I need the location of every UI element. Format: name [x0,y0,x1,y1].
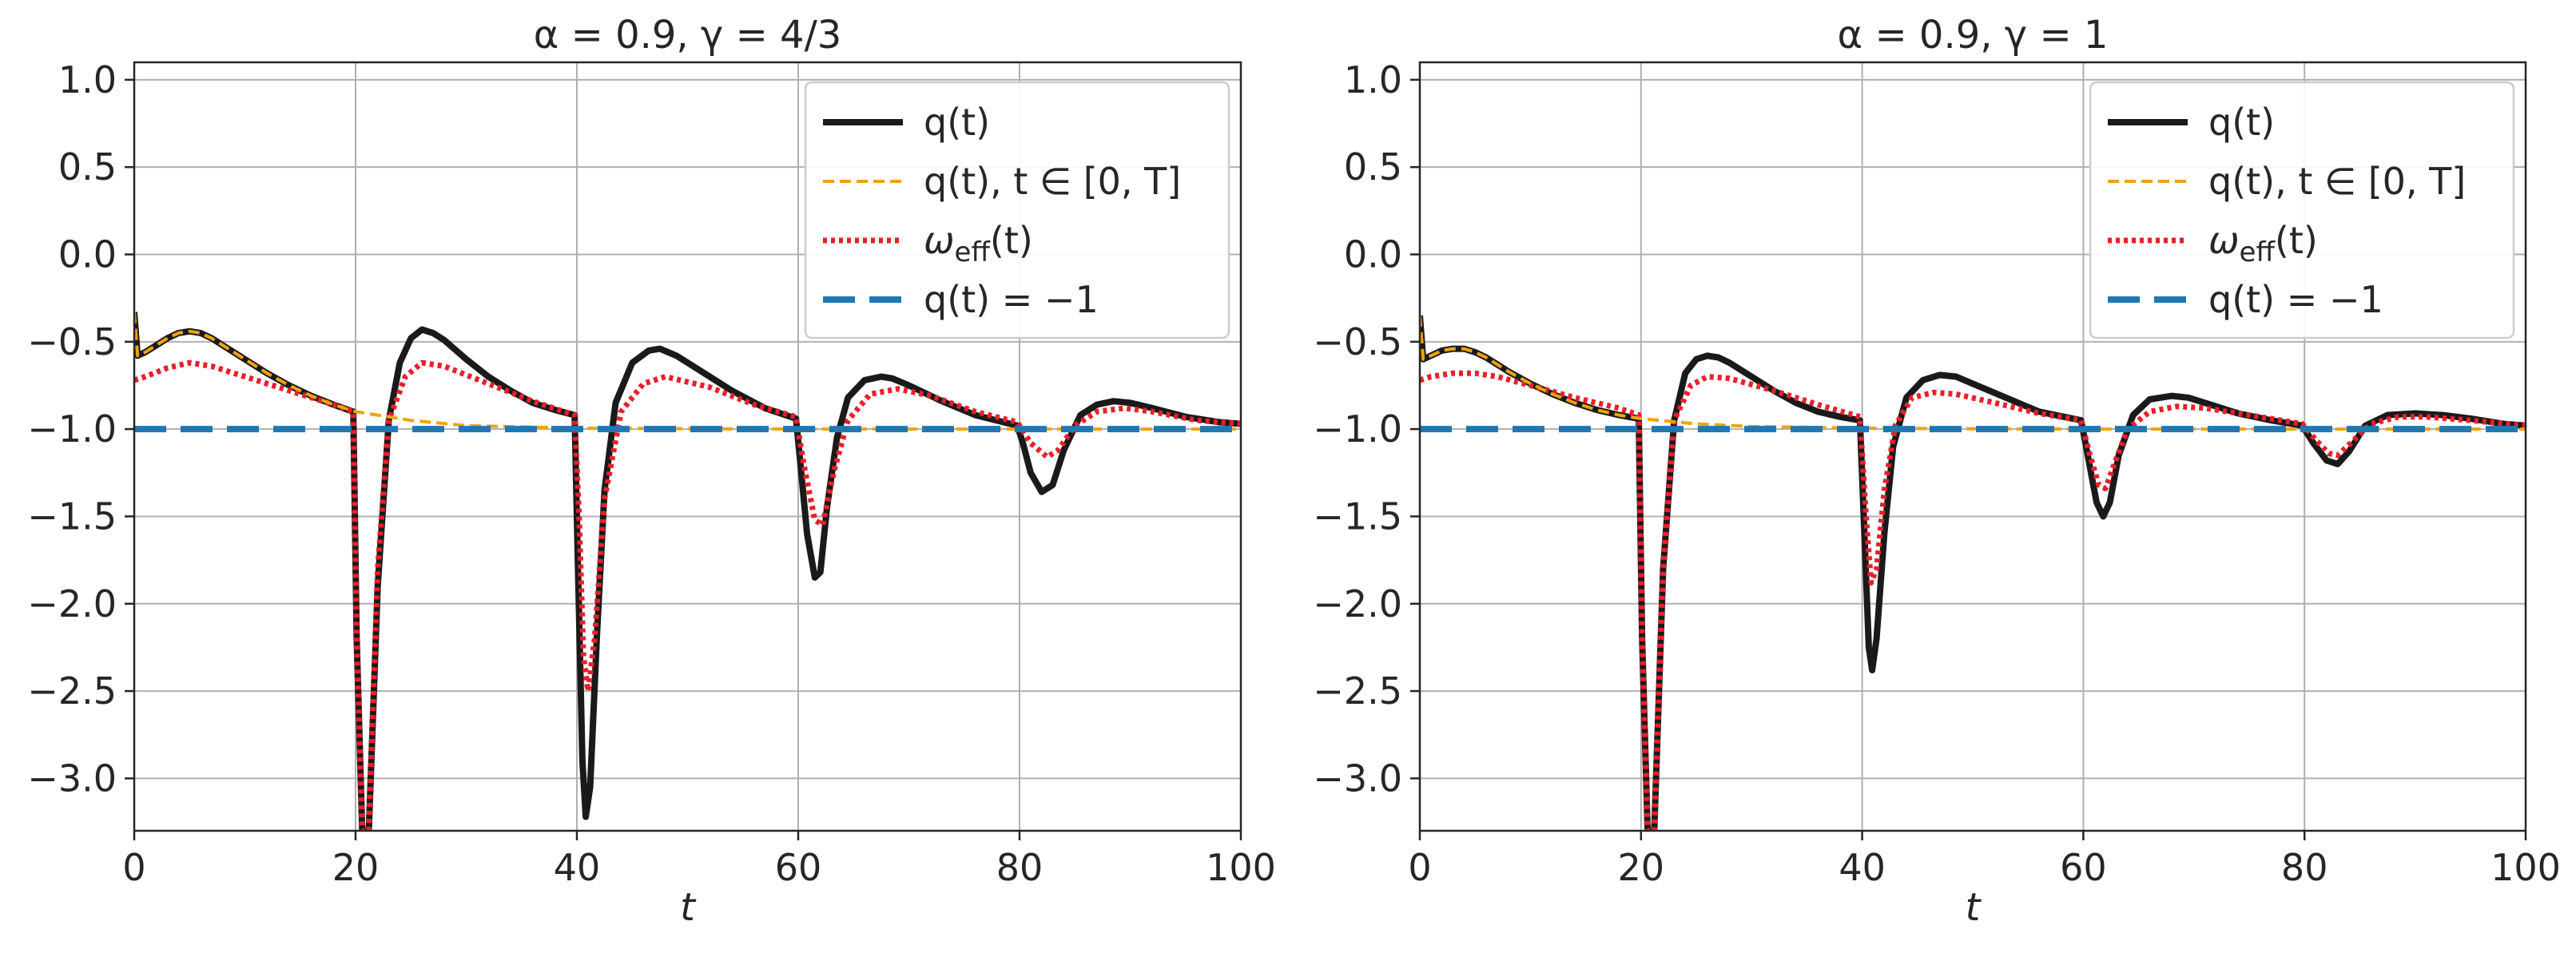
y-tick-label: −2.0 [1313,582,1402,625]
series-line-omega-eff [134,359,1241,831]
x-tick-label: 100 [2491,846,2561,889]
series-group [1420,315,2526,831]
axes-frame [133,61,1242,832]
y-tick-label: −2.5 [27,669,117,713]
y-tick-label: −2.0 [27,582,117,625]
x-tick-label: 0 [1408,846,1431,889]
legend-label: q(t) = −1 [924,278,1099,321]
y-tick-label: 1.0 [58,58,117,101]
series-line-q [1420,315,2526,831]
legend-label: q(t) [924,101,990,144]
x-tick-label: 40 [1839,846,1886,889]
y-tick-label: 0.0 [58,233,117,276]
x-tick-label: 60 [775,846,822,889]
y-tick-label: 0.5 [58,145,117,189]
y-tick-label: −3.0 [1313,756,1402,800]
y-tick-label: 0.0 [1344,233,1402,276]
legend-label: q(t), t ∈ [0, T] [924,160,1181,203]
y-tick-label: 1.0 [1344,58,1402,101]
legend-label: q(t) = −1 [2208,278,2383,321]
y-tick-label: −0.5 [1313,320,1402,363]
legend-box [804,81,1230,340]
x-tick-label: 20 [332,846,380,889]
chart-title: α = 0.9, γ = 1 [1838,13,2109,58]
y-tick-label: −1.5 [1313,494,1402,538]
y-tick-label: −1.0 [27,407,117,451]
chart-panel-2: 0 20 40 60 80 100 1.0 0.5 0.0 −0.5 −1.0 −1.5 −2.0 −2.… [1313,13,2561,930]
series-line-omega-eff [1420,370,2526,831]
y-tick-label: −3.0 [27,756,117,800]
x-axis-label: t [680,885,697,930]
legend-label: ωeff(t) [2208,219,2318,268]
y-tick-label: −0.5 [27,320,117,363]
y-tick-label: −1.5 [27,494,117,538]
x-axis-label: t [1966,885,1982,930]
x-tick-label: 60 [2060,846,2107,889]
x-tick-label: 20 [1618,846,1665,889]
axes-frame [1418,61,2527,832]
y-tick-label: −2.5 [1313,669,1402,713]
legend-label: ωeff(t) [924,219,1033,268]
x-tick-label: 100 [1206,846,1276,889]
series-group [134,312,1241,831]
legend-label: q(t), t ∈ [0, T] [2208,160,2466,203]
x-tick-label: 80 [996,846,1044,889]
x-tick-label: 80 [2281,846,2328,889]
x-tick-label: 0 [122,846,145,889]
x-tick-label: 40 [554,846,601,889]
legend: q(t) q(t), t ∈ [0, T] ωeff(t) q(t) = −1 [2089,81,2515,340]
legend-box [2089,81,2515,340]
chart-title: α = 0.9, γ = 4/3 [534,13,842,58]
y-tick-label: 0.5 [1344,145,1402,189]
chart-panel-1: 0 20 40 60 80 100 1.0 0.5 0.0 −0.5 −1.0 −1.5 −2.0 −2.… [27,13,1276,930]
y-tick-label: −1.0 [1313,407,1402,451]
legend-label: q(t) [2208,101,2275,144]
legend: q(t) q(t), t ∈ [0, T] ωeff(t) q(t) = −1 [804,81,1230,340]
